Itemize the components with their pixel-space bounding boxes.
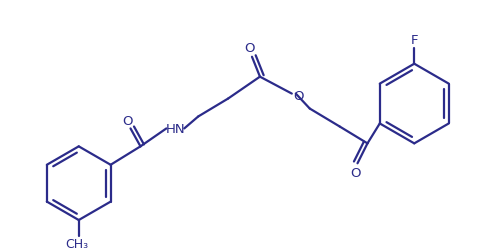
Text: O: O	[350, 166, 361, 179]
Text: HN: HN	[166, 122, 185, 135]
Text: F: F	[411, 34, 418, 47]
Text: O: O	[122, 114, 133, 128]
Text: CH₃: CH₃	[65, 237, 88, 250]
Text: O: O	[245, 42, 255, 55]
Text: O: O	[293, 90, 304, 103]
